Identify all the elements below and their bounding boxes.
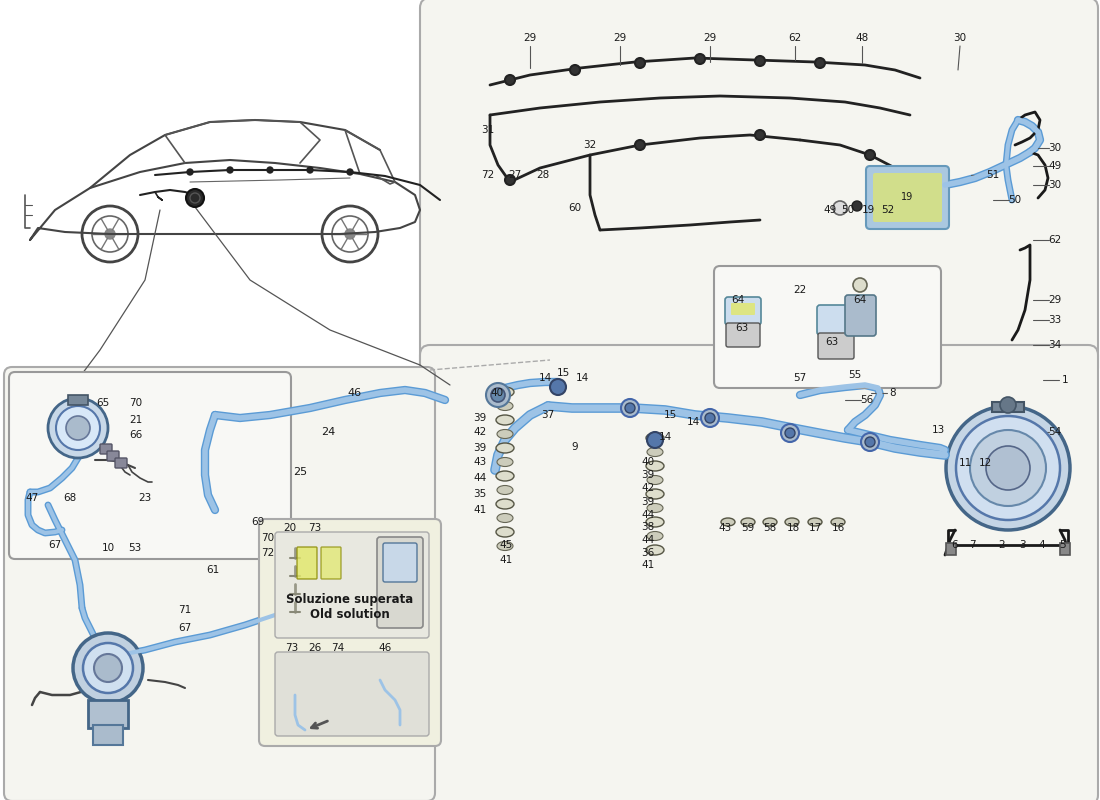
Text: 26: 26	[308, 643, 321, 653]
Text: 71: 71	[178, 605, 191, 615]
Circle shape	[56, 406, 100, 450]
FancyBboxPatch shape	[714, 266, 940, 388]
FancyBboxPatch shape	[116, 458, 127, 468]
Text: 9: 9	[572, 442, 579, 452]
Text: 3: 3	[1019, 540, 1025, 550]
Text: 29: 29	[524, 33, 537, 43]
Text: 19: 19	[901, 192, 913, 202]
Text: 17: 17	[808, 523, 822, 533]
Text: 54: 54	[1048, 427, 1062, 437]
Text: 67: 67	[48, 540, 62, 550]
Text: 23: 23	[139, 493, 152, 503]
Circle shape	[865, 150, 874, 160]
Bar	[68, 395, 88, 405]
Text: 64: 64	[854, 295, 867, 305]
Ellipse shape	[497, 458, 513, 466]
FancyBboxPatch shape	[377, 537, 424, 628]
FancyBboxPatch shape	[275, 652, 429, 736]
Circle shape	[647, 432, 663, 448]
FancyBboxPatch shape	[817, 305, 855, 335]
Ellipse shape	[647, 475, 663, 485]
Text: 49: 49	[824, 205, 837, 215]
Text: 30: 30	[1048, 143, 1062, 153]
Circle shape	[550, 379, 566, 395]
Text: 59: 59	[741, 523, 755, 533]
FancyBboxPatch shape	[845, 295, 876, 336]
Ellipse shape	[763, 518, 777, 526]
Text: 20: 20	[284, 523, 297, 533]
FancyBboxPatch shape	[725, 297, 761, 325]
Circle shape	[82, 643, 133, 693]
Circle shape	[267, 167, 273, 173]
Text: 63: 63	[825, 337, 838, 347]
Text: 63: 63	[736, 323, 749, 333]
Text: 30: 30	[954, 33, 967, 43]
Circle shape	[307, 167, 314, 173]
Text: 18: 18	[786, 523, 800, 533]
Text: 58: 58	[763, 523, 777, 533]
Text: since 1999: since 1999	[635, 453, 825, 487]
Ellipse shape	[496, 443, 514, 453]
Text: 46: 46	[348, 388, 362, 398]
Circle shape	[486, 383, 510, 407]
Text: 50: 50	[842, 205, 855, 215]
Text: 14: 14	[538, 373, 551, 383]
Text: 37: 37	[541, 410, 554, 420]
Circle shape	[104, 229, 116, 239]
Text: 52: 52	[881, 205, 894, 215]
Bar	[94, 725, 123, 745]
FancyBboxPatch shape	[383, 543, 417, 582]
Circle shape	[852, 201, 862, 211]
Text: since 1999: since 1999	[135, 573, 264, 597]
Text: Old solution: Old solution	[310, 609, 389, 622]
Ellipse shape	[646, 489, 664, 499]
Text: 30: 30	[1048, 180, 1062, 190]
Bar	[88, 700, 128, 728]
Text: 34: 34	[1048, 340, 1062, 350]
Ellipse shape	[646, 461, 664, 471]
Circle shape	[755, 56, 764, 66]
Text: 41: 41	[499, 555, 513, 565]
Text: 47: 47	[25, 493, 39, 503]
Text: FCPDNET: FCPDNET	[74, 536, 326, 584]
Text: 60: 60	[569, 203, 582, 213]
Text: 13: 13	[932, 425, 945, 435]
Text: 22: 22	[793, 285, 806, 295]
Text: 7: 7	[969, 540, 976, 550]
Circle shape	[505, 175, 515, 185]
Text: 38: 38	[641, 522, 654, 532]
Text: 41: 41	[473, 505, 486, 515]
FancyBboxPatch shape	[275, 532, 429, 638]
Ellipse shape	[646, 433, 664, 443]
Text: 35: 35	[473, 489, 486, 499]
Text: 66: 66	[130, 430, 143, 440]
Text: 53: 53	[129, 543, 142, 553]
Circle shape	[815, 58, 825, 68]
FancyBboxPatch shape	[726, 323, 760, 347]
Circle shape	[505, 75, 515, 85]
Text: 62: 62	[1048, 235, 1062, 245]
Text: 39: 39	[641, 497, 654, 507]
Text: 44: 44	[641, 510, 654, 520]
Ellipse shape	[497, 514, 513, 522]
Text: 67: 67	[178, 623, 191, 633]
Ellipse shape	[741, 518, 755, 526]
Ellipse shape	[646, 517, 664, 527]
Text: 16: 16	[832, 523, 845, 533]
Circle shape	[48, 398, 108, 458]
Text: 65: 65	[97, 398, 110, 408]
Text: 5: 5	[1058, 540, 1065, 550]
Circle shape	[1000, 397, 1016, 413]
Text: 48: 48	[856, 33, 869, 43]
FancyBboxPatch shape	[732, 303, 755, 315]
Text: 14: 14	[659, 432, 672, 442]
Circle shape	[785, 428, 795, 438]
FancyBboxPatch shape	[107, 451, 119, 461]
Text: 43: 43	[718, 523, 732, 533]
Circle shape	[94, 654, 122, 682]
Text: Soluzione superata: Soluzione superata	[286, 594, 414, 606]
FancyBboxPatch shape	[4, 367, 434, 800]
Circle shape	[635, 58, 645, 68]
Circle shape	[695, 54, 705, 64]
